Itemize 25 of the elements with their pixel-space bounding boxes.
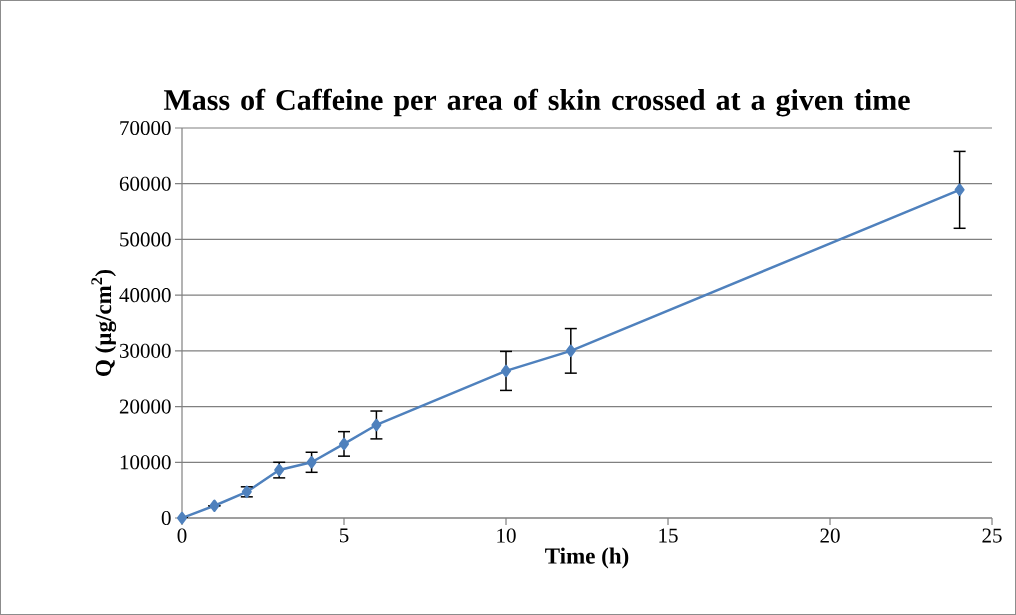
point (339, 437, 349, 451)
x-tick-label: 5 (339, 528, 349, 543)
x-tick-label: 10 (497, 528, 516, 543)
y-tick-label: 20000 (119, 399, 171, 414)
y-tick-label: 0 (161, 510, 171, 526)
x-tick-label: 25 (982, 528, 1002, 543)
y-tick-label: 10000 (120, 455, 171, 470)
y-tick-label: 40000 (119, 288, 171, 303)
y-tick-label: 70000 (120, 120, 171, 136)
point (306, 456, 317, 469)
y-tick-label: 30000 (119, 343, 171, 358)
point (209, 499, 220, 512)
x-tick-label: 20 (820, 528, 840, 543)
x-tick-label: 0 (177, 528, 187, 543)
point (954, 183, 965, 197)
point (371, 418, 382, 432)
point (565, 344, 576, 358)
x-tick-label: 15 (659, 528, 678, 543)
chart-title: Mass of Caffeine per area of skin crossed at a given time (163, 88, 910, 117)
x-axis-title: Time (h) (545, 547, 629, 569)
y-tick-label: 50000 (120, 232, 171, 247)
point (501, 364, 512, 378)
y-axis-title: Q (µg/cm$^{2}$) (91, 270, 117, 376)
point (177, 511, 187, 525)
y-tick-label: 60000 (119, 176, 171, 191)
